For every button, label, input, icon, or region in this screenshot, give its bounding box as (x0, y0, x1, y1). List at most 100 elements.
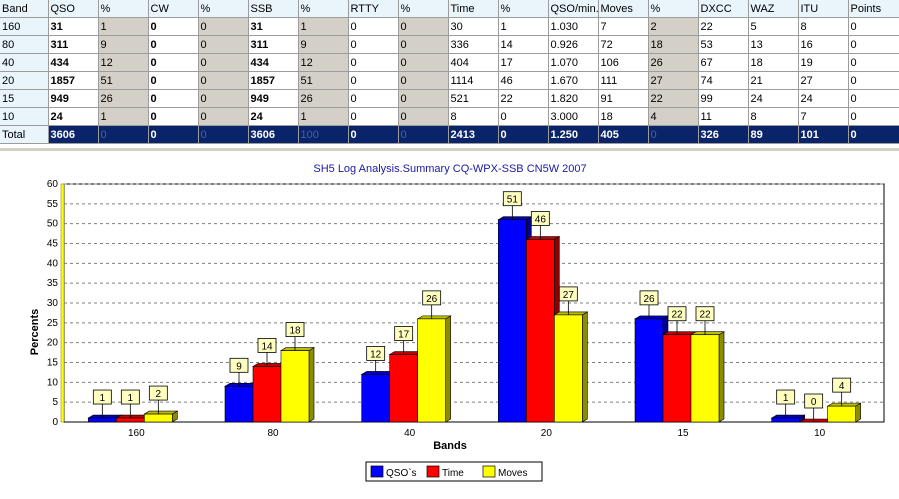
table-cell[interactable]: 0 (148, 125, 199, 144)
table-cell[interactable]: 949 (48, 89, 99, 108)
table-cell[interactable]: 0 (848, 89, 899, 108)
table-cell[interactable]: 1 (298, 17, 349, 36)
table-cell[interactable]: 0 (148, 17, 199, 36)
column-header[interactable]: % (98, 0, 149, 18)
table-cell[interactable]: 1 (498, 17, 549, 36)
table-cell[interactable]: 111 (598, 71, 649, 90)
table-cell[interactable]: 0 (348, 107, 399, 126)
table-cell[interactable]: 0 (498, 107, 549, 126)
table-cell[interactable]: 0 (848, 125, 899, 144)
table-cell[interactable]: 8 (748, 107, 799, 126)
table-cell[interactable]: 949 (248, 89, 299, 108)
table-cell[interactable]: 0 (398, 17, 449, 36)
table-cell[interactable]: 0 (848, 71, 899, 90)
column-header[interactable]: % (498, 0, 549, 18)
table-cell[interactable]: 101 (798, 125, 849, 144)
table-cell[interactable]: 51 (298, 71, 349, 90)
table-cell[interactable]: 0 (398, 35, 449, 54)
column-header[interactable]: % (298, 0, 349, 18)
table-cell[interactable]: 3606 (48, 125, 99, 144)
table-cell[interactable]: 434 (248, 53, 299, 72)
table-cell[interactable]: 12 (98, 53, 149, 72)
table-cell[interactable]: 0 (148, 71, 199, 90)
table-cell[interactable]: 0.926 (548, 35, 599, 54)
table-cell[interactable]: 0 (498, 125, 549, 144)
column-header[interactable]: % (198, 0, 249, 18)
table-cell[interactable]: 404 (448, 53, 499, 72)
table-cell[interactable]: 0 (198, 71, 249, 90)
table-cell[interactable]: 0 (398, 53, 449, 72)
column-header[interactable]: QSO/min. (548, 0, 599, 18)
table-cell[interactable]: 27 (798, 71, 849, 90)
table-cell[interactable]: 1.070 (548, 53, 599, 72)
table-cell[interactable]: 0 (848, 17, 899, 36)
band-cell[interactable]: 80 (0, 35, 49, 54)
table-cell[interactable]: 16 (798, 35, 849, 54)
table-cell[interactable]: 0 (148, 53, 199, 72)
table-cell[interactable]: 21 (748, 71, 799, 90)
table-cell[interactable]: 51 (98, 71, 149, 90)
table-cell[interactable]: 31 (48, 17, 99, 36)
table-cell[interactable]: 0 (348, 17, 399, 36)
table-cell[interactable]: 0 (198, 35, 249, 54)
table-cell[interactable]: 22 (698, 17, 749, 36)
table-cell[interactable]: 24 (748, 89, 799, 108)
table-cell[interactable]: 91 (598, 89, 649, 108)
table-cell[interactable]: 106 (598, 53, 649, 72)
table-cell[interactable]: 0 (848, 107, 899, 126)
table-cell[interactable]: 311 (48, 35, 99, 54)
band-cell[interactable]: 15 (0, 89, 49, 108)
table-cell[interactable]: 311 (248, 35, 299, 54)
table-cell[interactable]: 326 (698, 125, 749, 144)
table-cell[interactable]: 7 (598, 17, 649, 36)
table-cell[interactable]: 18 (598, 107, 649, 126)
table-cell[interactable]: 0 (198, 17, 249, 36)
table-cell[interactable]: 3606 (248, 125, 299, 144)
table-cell[interactable]: 0 (148, 35, 199, 54)
table-cell[interactable]: 1857 (48, 71, 99, 90)
column-header[interactable]: ITU (798, 0, 849, 18)
table-cell[interactable]: 27 (648, 71, 699, 90)
table-cell[interactable]: 7 (798, 107, 849, 126)
table-cell[interactable]: 0 (848, 35, 899, 54)
table-cell[interactable]: 53 (698, 35, 749, 54)
table-cell[interactable]: 99 (698, 89, 749, 108)
table-row[interactable]: 160 31 1 0 0 31 1 0 0 30 1 1.030 7 2 22 5 8 0 (0, 17, 899, 36)
table-cell[interactable]: 0 (148, 107, 199, 126)
table-cell[interactable]: 1114 (448, 71, 499, 90)
table-row[interactable]: 15 949 26 0 0 949 26 0 0 521 22 1.820 91 22 99 24 24 0 (0, 89, 899, 108)
table-cell[interactable]: 13 (748, 35, 799, 54)
table-cell[interactable]: 0 (398, 125, 449, 144)
column-header[interactable]: WAZ (748, 0, 799, 18)
table-cell[interactable]: 26 (648, 53, 699, 72)
table-cell[interactable]: 8 (798, 17, 849, 36)
column-header[interactable]: CW (148, 0, 199, 18)
column-header[interactable]: SSB (248, 0, 299, 18)
table-cell[interactable]: 0 (198, 107, 249, 126)
table-cell[interactable]: 74 (698, 71, 749, 90)
table-cell[interactable]: 336 (448, 35, 499, 54)
table-cell[interactable]: 26 (298, 89, 349, 108)
table-cell[interactable]: 0 (148, 89, 199, 108)
band-cell[interactable]: 20 (0, 71, 49, 90)
band-cell[interactable]: Total (0, 125, 49, 144)
table-cell[interactable]: 0 (398, 71, 449, 90)
table-cell[interactable]: 4 (648, 107, 699, 126)
table-cell[interactable]: 22 (648, 89, 699, 108)
table-cell[interactable]: 1 (98, 17, 149, 36)
table-cell[interactable]: 9 (298, 35, 349, 54)
table-cell[interactable]: 1.250 (548, 125, 599, 144)
table-cell[interactable]: 0 (198, 53, 249, 72)
table-cell[interactable]: 0 (198, 89, 249, 108)
table-cell[interactable]: 1.670 (548, 71, 599, 90)
column-header[interactable]: % (398, 0, 449, 18)
table-cell[interactable]: 3.000 (548, 107, 599, 126)
table-cell[interactable]: 0 (398, 89, 449, 108)
table-row[interactable]: 80 311 9 0 0 311 9 0 0 336 14 0.926 72 18 53 13 16 0 (0, 35, 899, 54)
table-cell[interactable]: 22 (498, 89, 549, 108)
table-cell[interactable]: 2413 (448, 125, 499, 144)
band-cell[interactable]: 160 (0, 17, 49, 36)
table-cell[interactable]: 31 (248, 17, 299, 36)
table-row[interactable]: 40 434 12 0 0 434 12 0 0 404 17 1.070 106 26 67 18 19 0 (0, 53, 899, 72)
table-cell[interactable]: 14 (498, 35, 549, 54)
